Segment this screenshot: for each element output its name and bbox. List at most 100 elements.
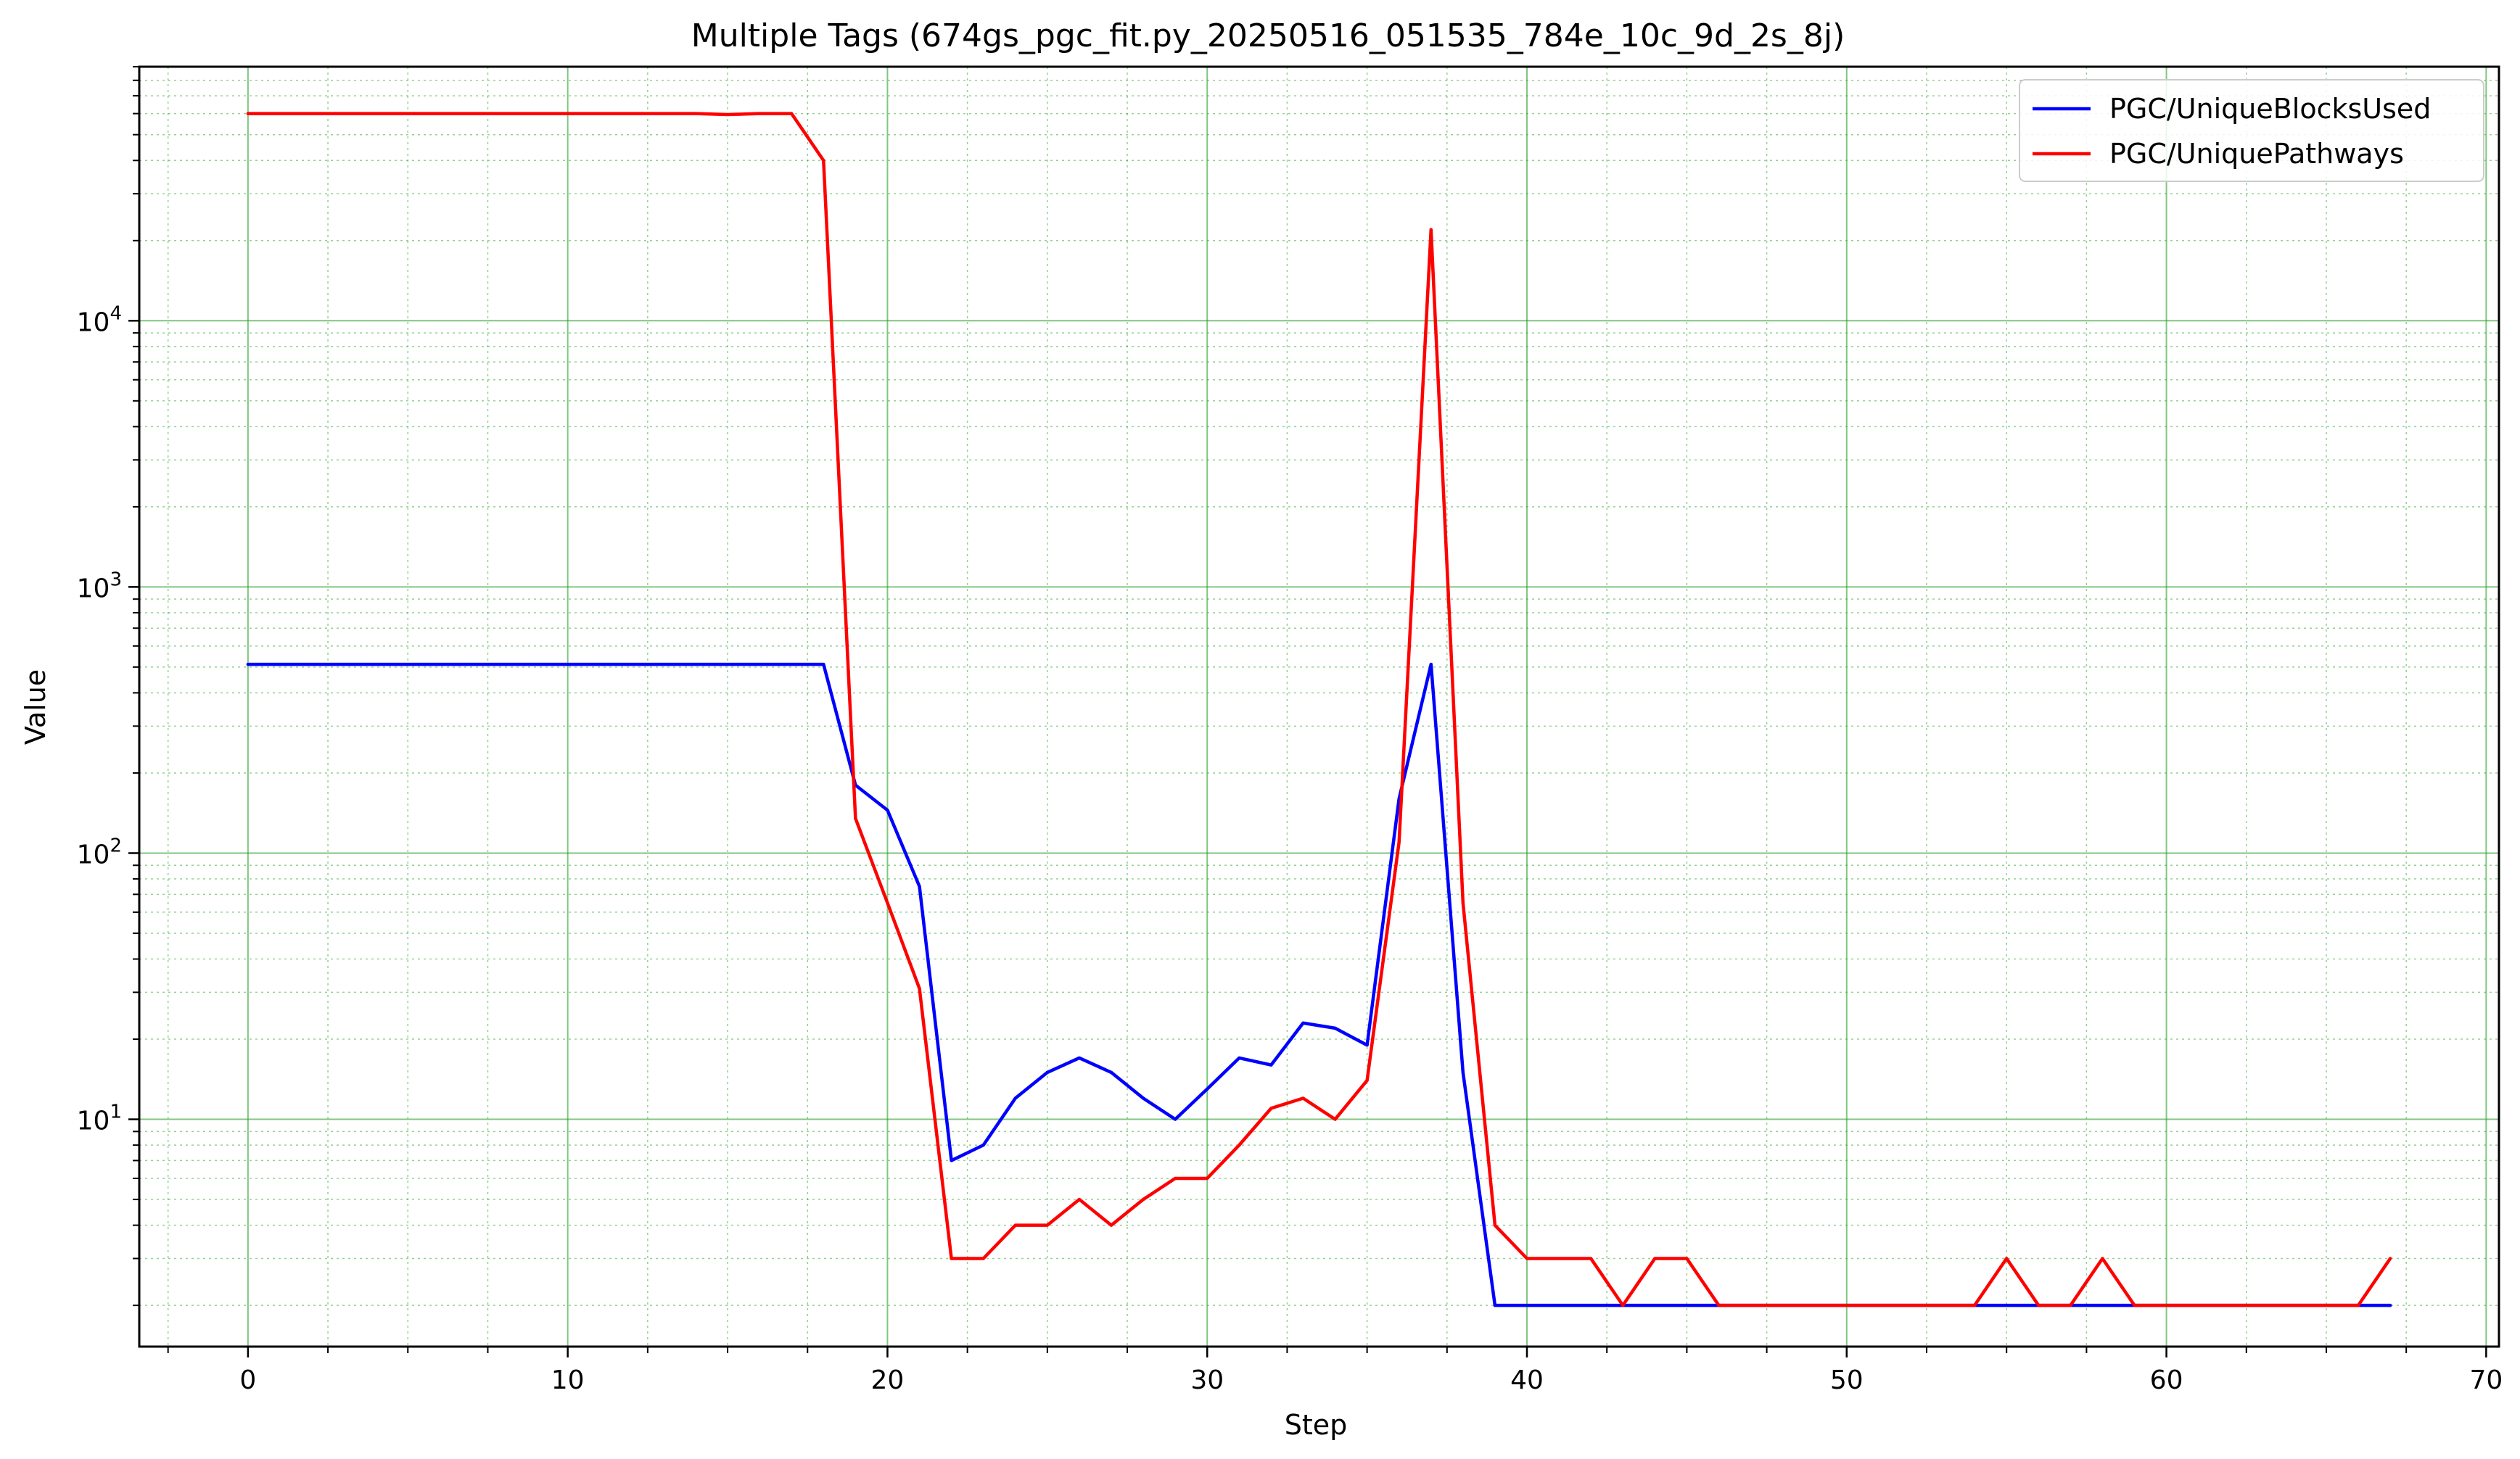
series-2-point bbox=[1845, 1304, 1848, 1307]
series-1-point bbox=[1333, 1026, 1337, 1030]
series-1-point bbox=[918, 885, 921, 888]
series-2-point bbox=[342, 112, 346, 115]
series-2-point bbox=[2005, 1257, 2009, 1260]
series-1-point bbox=[1206, 1087, 1209, 1091]
series-2-point bbox=[2196, 1304, 2200, 1307]
series-2-point bbox=[598, 112, 601, 115]
series-1-point bbox=[630, 663, 633, 666]
series-2-point bbox=[1525, 1257, 1529, 1260]
series-2-point bbox=[1077, 1198, 1081, 1202]
series-1-point bbox=[758, 663, 762, 666]
series-2-point bbox=[1397, 840, 1401, 844]
minor-grid bbox=[139, 66, 2499, 1347]
x-tick-label: 60 bbox=[2150, 1365, 2183, 1395]
y-tick-label: 103 bbox=[77, 569, 122, 603]
series-2-point bbox=[278, 112, 281, 115]
series-2-point bbox=[1589, 1257, 1593, 1260]
series-2-point bbox=[1685, 1257, 1689, 1260]
series-2-point bbox=[1045, 1223, 1049, 1227]
series-2-point bbox=[1013, 1223, 1017, 1227]
series-1-point bbox=[566, 663, 569, 666]
series-2-point bbox=[534, 112, 538, 115]
series-2-point bbox=[2228, 1304, 2232, 1307]
legend-label-2: PGC/UniquePathways bbox=[2109, 138, 2404, 170]
y-tick-label: 104 bbox=[77, 302, 122, 337]
series-2-point bbox=[566, 112, 569, 115]
series-2-point bbox=[1109, 1223, 1113, 1227]
series-2-point bbox=[1365, 1078, 1369, 1082]
series-2-point bbox=[1493, 1223, 1496, 1227]
axis-ticks: 0 10 20 30 40 50 60 70 101 102 103 104 bbox=[77, 66, 2503, 1395]
series-2-point bbox=[726, 112, 730, 116]
series-1-point bbox=[246, 663, 250, 666]
series-2-point bbox=[1269, 1107, 1273, 1110]
series-2-point bbox=[886, 901, 889, 905]
series-1-point bbox=[1685, 1304, 1689, 1307]
series-1-point bbox=[2389, 1304, 2392, 1307]
series-2-point bbox=[918, 987, 921, 991]
series-2-point bbox=[438, 112, 442, 115]
series-1-point bbox=[278, 663, 281, 666]
series-line-2 bbox=[246, 112, 2392, 1307]
series-1-point bbox=[342, 663, 346, 666]
series-2-point bbox=[981, 1257, 985, 1260]
series-1-point bbox=[1142, 1096, 1145, 1100]
series-2-point bbox=[1973, 1304, 1977, 1307]
y-tick-label: 101 bbox=[77, 1102, 122, 1136]
series-1-point bbox=[693, 663, 697, 666]
series-2-point bbox=[2133, 1304, 2136, 1307]
series-2-point bbox=[2389, 1257, 2392, 1260]
series-2-point bbox=[2165, 1304, 2168, 1307]
series-1-point bbox=[502, 663, 506, 666]
series-1-point bbox=[598, 663, 601, 666]
series-2-point bbox=[1941, 1304, 1945, 1307]
series-1-point bbox=[822, 663, 825, 666]
series-2-point bbox=[662, 112, 665, 115]
series-2-point bbox=[1429, 228, 1433, 231]
x-axis-label: Step bbox=[1285, 1409, 1348, 1441]
series-1-point bbox=[1653, 1304, 1657, 1307]
legend-box bbox=[2019, 79, 2484, 182]
x-tick-label: 50 bbox=[1830, 1365, 1864, 1395]
series-2-point bbox=[693, 112, 697, 115]
series-1-point bbox=[981, 1144, 985, 1147]
series-2-point bbox=[1781, 1304, 1784, 1307]
series-1-point bbox=[1461, 1070, 1465, 1074]
series-2-point bbox=[2101, 1257, 2104, 1260]
series-1-point bbox=[1365, 1043, 1369, 1047]
series-2-point bbox=[1206, 1176, 1209, 1180]
legend: PGC/UniqueBlocksUsed PGC/UniquePathways bbox=[2019, 79, 2484, 182]
series-2-point bbox=[1621, 1304, 1625, 1307]
series-1-point bbox=[2101, 1304, 2104, 1307]
series-1-point bbox=[1045, 1070, 1049, 1074]
series-2-point bbox=[1877, 1304, 1880, 1307]
series-1-point bbox=[2005, 1304, 2009, 1307]
major-grid bbox=[139, 67, 2499, 1347]
series-2-point bbox=[1333, 1117, 1337, 1121]
x-tick-label: 20 bbox=[871, 1365, 905, 1395]
series-2-point bbox=[790, 112, 794, 115]
x-tick-label: 0 bbox=[239, 1365, 256, 1395]
series-2-point bbox=[1813, 1304, 1816, 1307]
series-1-point bbox=[1301, 1021, 1305, 1025]
series-1-point bbox=[1525, 1304, 1529, 1307]
series-1-point bbox=[662, 663, 665, 666]
series-2-point bbox=[2324, 1304, 2328, 1307]
series-1-point bbox=[1077, 1056, 1081, 1059]
series-2-point bbox=[310, 112, 314, 115]
series-2-point bbox=[2357, 1304, 2360, 1307]
series-2-point bbox=[1749, 1304, 1753, 1307]
y-axis-label: Value bbox=[20, 669, 52, 745]
x-tick-label: 30 bbox=[1190, 1365, 1224, 1395]
x-tick-label: 70 bbox=[2469, 1365, 2503, 1395]
series-1-point bbox=[374, 663, 378, 666]
series-1-point bbox=[1109, 1070, 1113, 1074]
x-tick-label: 10 bbox=[551, 1365, 585, 1395]
series-2-point bbox=[630, 112, 633, 115]
series-2-point bbox=[2260, 1304, 2264, 1307]
series-2-point bbox=[950, 1257, 953, 1260]
series-2-point bbox=[2037, 1304, 2041, 1307]
series-layer bbox=[246, 112, 2392, 1307]
